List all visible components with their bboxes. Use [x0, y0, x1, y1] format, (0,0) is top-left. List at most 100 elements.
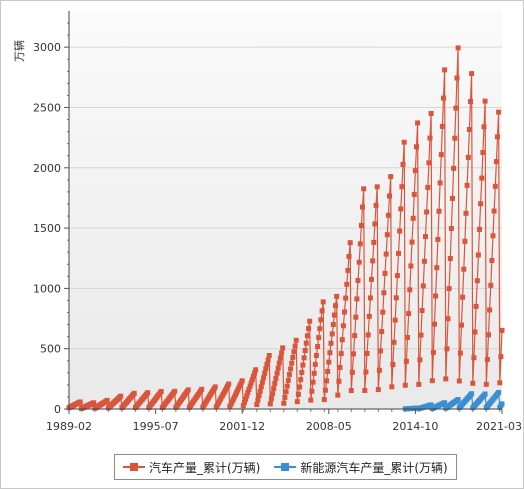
data-point — [299, 369, 305, 375]
data-point — [348, 388, 354, 394]
data-point — [245, 390, 251, 396]
data-point — [294, 399, 300, 405]
data-point — [328, 340, 334, 346]
data-point — [285, 377, 291, 383]
data-point — [339, 337, 345, 343]
data-point — [442, 400, 448, 406]
data-point — [327, 350, 333, 356]
data-point — [320, 299, 326, 305]
data-point — [456, 378, 462, 384]
data-point — [455, 397, 461, 402]
data-point — [496, 390, 502, 395]
data-point — [392, 317, 398, 323]
data-point — [453, 105, 459, 111]
data-point — [325, 369, 331, 374]
data-point — [361, 186, 367, 192]
data-point — [409, 239, 415, 245]
data-point — [281, 400, 287, 406]
data-point — [256, 393, 262, 399]
data-point — [259, 379, 265, 385]
data-point — [255, 397, 261, 403]
data-point — [340, 323, 346, 329]
data-point — [374, 184, 380, 190]
data-point — [466, 127, 472, 132]
data-point — [411, 191, 417, 197]
legend-item-nev-production[interactable]: 新能源汽车产量_累计(万辆) — [274, 459, 448, 476]
y-tick-label: 2000 — [33, 162, 61, 175]
data-point — [375, 387, 381, 393]
data-point — [347, 240, 353, 246]
data-point — [398, 206, 404, 212]
data-point — [312, 361, 318, 367]
data-point — [363, 369, 369, 375]
y-tick-label: 2500 — [33, 101, 61, 114]
data-point — [482, 391, 488, 397]
data-point — [263, 366, 269, 372]
data-point — [423, 234, 428, 240]
data-point — [372, 221, 378, 227]
data-point — [382, 270, 388, 276]
data-point — [352, 333, 358, 339]
legend-item-auto-production[interactable]: 汽车产量_累计(万辆) — [123, 459, 260, 476]
data-point — [414, 144, 419, 150]
data-point — [357, 241, 363, 247]
data-point — [405, 335, 410, 340]
data-point — [468, 99, 473, 104]
data-point — [369, 276, 374, 282]
data-point — [387, 193, 392, 199]
data-point — [463, 210, 469, 216]
data-point — [441, 95, 446, 101]
data-point — [315, 344, 321, 349]
series-auto-production — [66, 45, 505, 411]
data-point — [421, 258, 427, 264]
data-point — [464, 182, 470, 188]
data-point — [433, 293, 439, 299]
data-point — [336, 378, 342, 384]
data-point — [381, 290, 387, 296]
data-point — [297, 384, 303, 390]
data-point — [445, 316, 451, 322]
data-point — [311, 370, 317, 376]
data-point — [384, 232, 390, 238]
data-point — [435, 236, 441, 242]
data-point — [495, 134, 500, 140]
data-point — [267, 401, 273, 407]
data-point — [486, 332, 491, 338]
data-point — [306, 326, 312, 331]
data-point — [321, 397, 327, 403]
data-point — [333, 303, 338, 309]
data-point — [402, 382, 408, 388]
data-point — [399, 184, 405, 190]
data-point — [324, 378, 330, 384]
data-point — [304, 333, 310, 339]
data-point — [248, 380, 254, 386]
data-point — [283, 389, 289, 395]
data-point — [370, 258, 376, 264]
data-point — [376, 367, 382, 373]
data-point — [279, 350, 285, 356]
data-point — [469, 391, 475, 397]
data-point — [465, 154, 471, 160]
data-point — [490, 233, 496, 239]
legend-label-auto: 汽车产量_累计(万辆) — [149, 460, 261, 475]
data-point — [266, 353, 272, 358]
data-point — [253, 367, 259, 373]
data-point — [362, 388, 368, 393]
data-point — [474, 278, 480, 284]
data-point — [473, 303, 479, 309]
data-point — [415, 120, 421, 126]
data-point — [400, 162, 406, 167]
data-point — [383, 251, 389, 257]
data-point — [478, 201, 484, 207]
data-point — [480, 149, 486, 155]
data-point — [436, 208, 442, 214]
y-tick-label: 1500 — [33, 222, 61, 235]
x-tick-label: 2021-03 — [476, 420, 522, 433]
data-point — [292, 343, 298, 349]
data-point — [265, 357, 271, 363]
data-point — [401, 139, 407, 145]
data-point — [290, 354, 296, 360]
data-point — [471, 355, 477, 361]
data-point — [407, 287, 413, 293]
